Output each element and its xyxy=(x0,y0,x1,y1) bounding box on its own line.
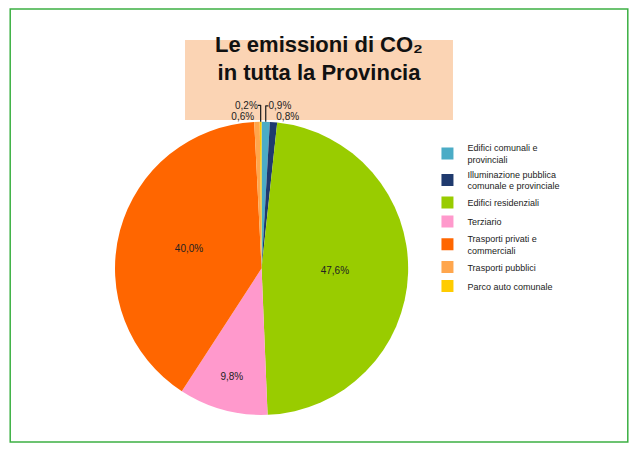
svg-text:Edifici residenziali: Edifici residenziali xyxy=(467,198,539,208)
svg-text:Parco auto comunale: Parco auto comunale xyxy=(467,282,552,292)
svg-text:Edifici comunali eprovinciali: Edifici comunali eprovinciali xyxy=(467,143,537,165)
svg-text:Illuminazione pubblicacomunale: Illuminazione pubblicacomunale e provinc… xyxy=(467,170,559,192)
svg-text:0,9%: 0,9% xyxy=(268,100,291,111)
svg-text:0,6%: 0,6% xyxy=(231,111,254,122)
svg-text:Trasporti privati ecommerciali: Trasporti privati ecommerciali xyxy=(467,234,536,256)
svg-text:0,8%: 0,8% xyxy=(276,111,299,122)
svg-text:9,8%: 9,8% xyxy=(220,371,243,382)
svg-text:Terziario: Terziario xyxy=(467,217,501,227)
svg-text:40,0%: 40,0% xyxy=(175,243,203,254)
svg-text:0,2%: 0,2% xyxy=(235,100,258,111)
svg-text:47,6%: 47,6% xyxy=(321,265,349,276)
svg-text:Trasporti pubblici: Trasporti pubblici xyxy=(467,263,535,273)
svg-text:Le emissioni di CO₂in tutta la: Le emissioni di CO₂in tutta la Provincia xyxy=(215,32,423,86)
